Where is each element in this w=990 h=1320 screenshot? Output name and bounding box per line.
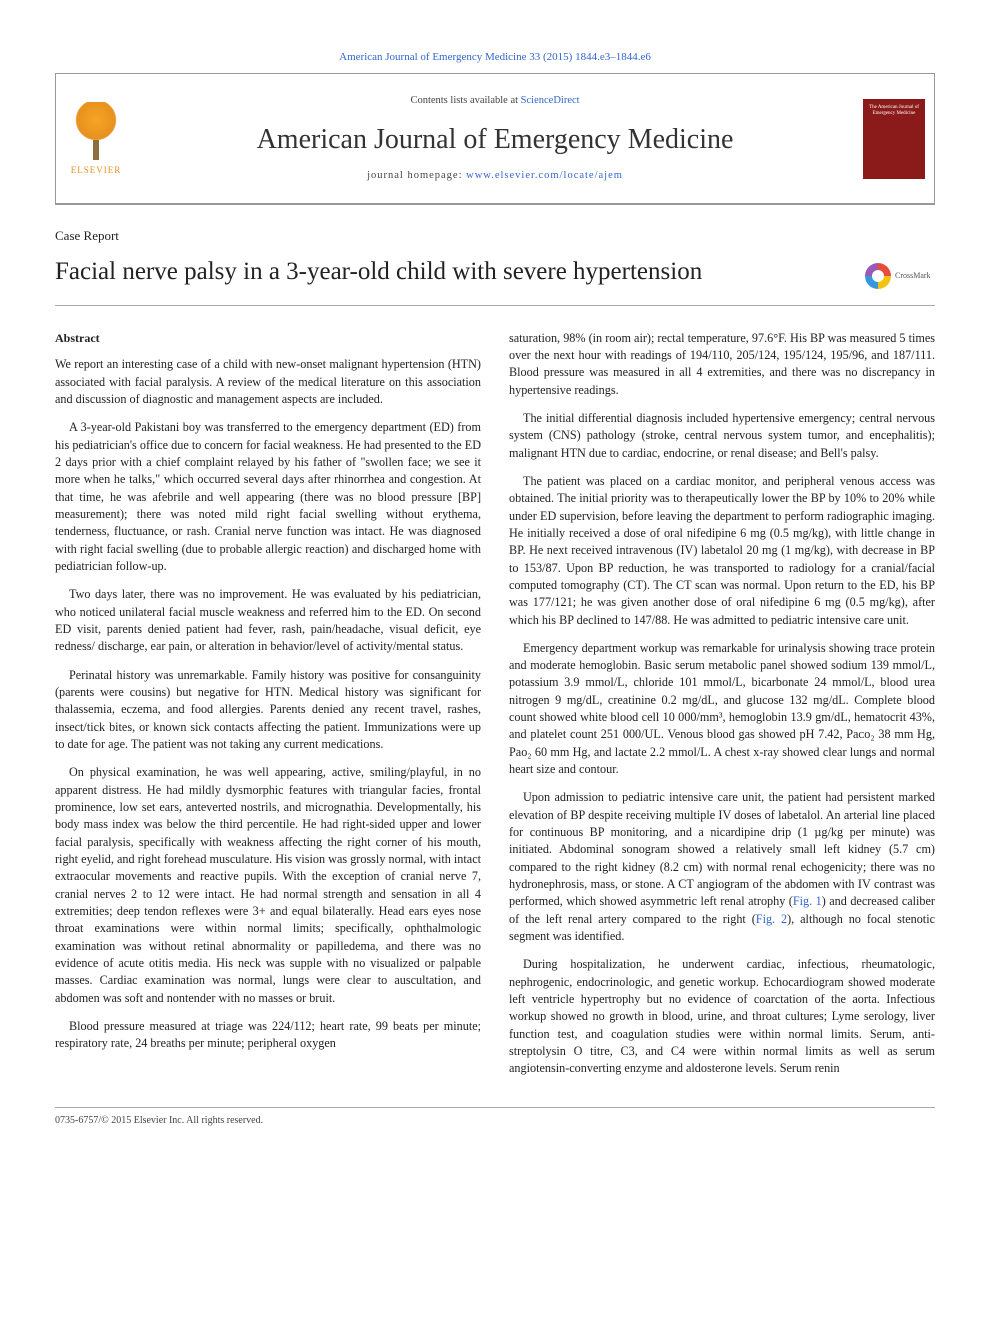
citation-line: American Journal of Emergency Medicine 3… bbox=[55, 50, 935, 65]
title-row: Facial nerve palsy in a 3-year-old child… bbox=[55, 254, 935, 295]
crossmark-icon bbox=[865, 263, 891, 289]
journal-header: ELSEVIER Contents lists available at Sci… bbox=[55, 73, 935, 203]
body-paragraph: Emergency department workup was remarkab… bbox=[509, 640, 935, 779]
body-paragraph: On physical examination, he was well app… bbox=[55, 764, 481, 1007]
body-paragraph: The patient was placed on a cardiac moni… bbox=[509, 473, 935, 629]
journal-homepage: journal homepage: www.elsevier.com/locat… bbox=[367, 169, 623, 184]
title-rule bbox=[55, 305, 935, 306]
crossmark-badge[interactable]: CrossMark bbox=[865, 258, 935, 294]
header-center: Contents lists available at ScienceDirec… bbox=[136, 74, 854, 203]
cover-text: The American Journal of Emergency Medici… bbox=[863, 105, 925, 117]
body-paragraph: The initial differential diagnosis inclu… bbox=[509, 410, 935, 462]
right-column: saturation, 98% (in room air); rectal te… bbox=[509, 330, 935, 1089]
header-divider bbox=[55, 203, 935, 205]
fig-1-link[interactable]: Fig. 1 bbox=[793, 894, 822, 908]
elsevier-logo[interactable]: ELSEVIER bbox=[56, 74, 136, 203]
fig-2-link[interactable]: Fig. 2 bbox=[756, 912, 787, 926]
homepage-prefix: journal homepage: bbox=[367, 170, 466, 181]
journal-cover[interactable]: The American Journal of Emergency Medici… bbox=[854, 74, 934, 203]
body-paragraph: We report an interesting case of a child… bbox=[55, 356, 481, 408]
journal-name: American Journal of Emergency Medicine bbox=[257, 120, 734, 159]
body-paragraph: Blood pressure measured at triage was 22… bbox=[55, 1018, 481, 1053]
body-paragraph: Two days later, there was no improvement… bbox=[55, 586, 481, 655]
footer-rule bbox=[55, 1107, 935, 1108]
abstract-heading: Abstract bbox=[55, 330, 481, 347]
body-paragraph: A 3-year-old Pakistani boy was transferr… bbox=[55, 419, 481, 575]
homepage-link[interactable]: www.elsevier.com/locate/ajem bbox=[466, 170, 623, 181]
body-paragraph: Perinatal history was unremarkable. Fami… bbox=[55, 667, 481, 754]
body-paragraph: During hospitalization, he underwent car… bbox=[509, 956, 935, 1077]
copyright-line: 0735-6757/© 2015 Elsevier Inc. All right… bbox=[55, 1114, 935, 1128]
contents-available: Contents lists available at ScienceDirec… bbox=[410, 94, 579, 109]
body-paragraph: Upon admission to pediatric intensive ca… bbox=[509, 789, 935, 945]
crossmark-label: CrossMark bbox=[895, 270, 931, 281]
article-title: Facial nerve palsy in a 3-year-old child… bbox=[55, 254, 865, 289]
sciencedirect-link[interactable]: ScienceDirect bbox=[521, 95, 580, 106]
page-root: American Journal of Emergency Medicine 3… bbox=[0, 0, 990, 1168]
body-columns: Abstract We report an interesting case o… bbox=[55, 330, 935, 1089]
elsevier-label: ELSEVIER bbox=[71, 164, 122, 177]
body-paragraph: saturation, 98% (in room air); rectal te… bbox=[509, 330, 935, 399]
left-column: Abstract We report an interesting case o… bbox=[55, 330, 481, 1089]
article-type: Case Report bbox=[55, 227, 935, 245]
cover-thumbnail-icon: The American Journal of Emergency Medici… bbox=[863, 99, 925, 179]
elsevier-tree-icon bbox=[71, 102, 121, 162]
contents-prefix: Contents lists available at bbox=[410, 95, 520, 106]
